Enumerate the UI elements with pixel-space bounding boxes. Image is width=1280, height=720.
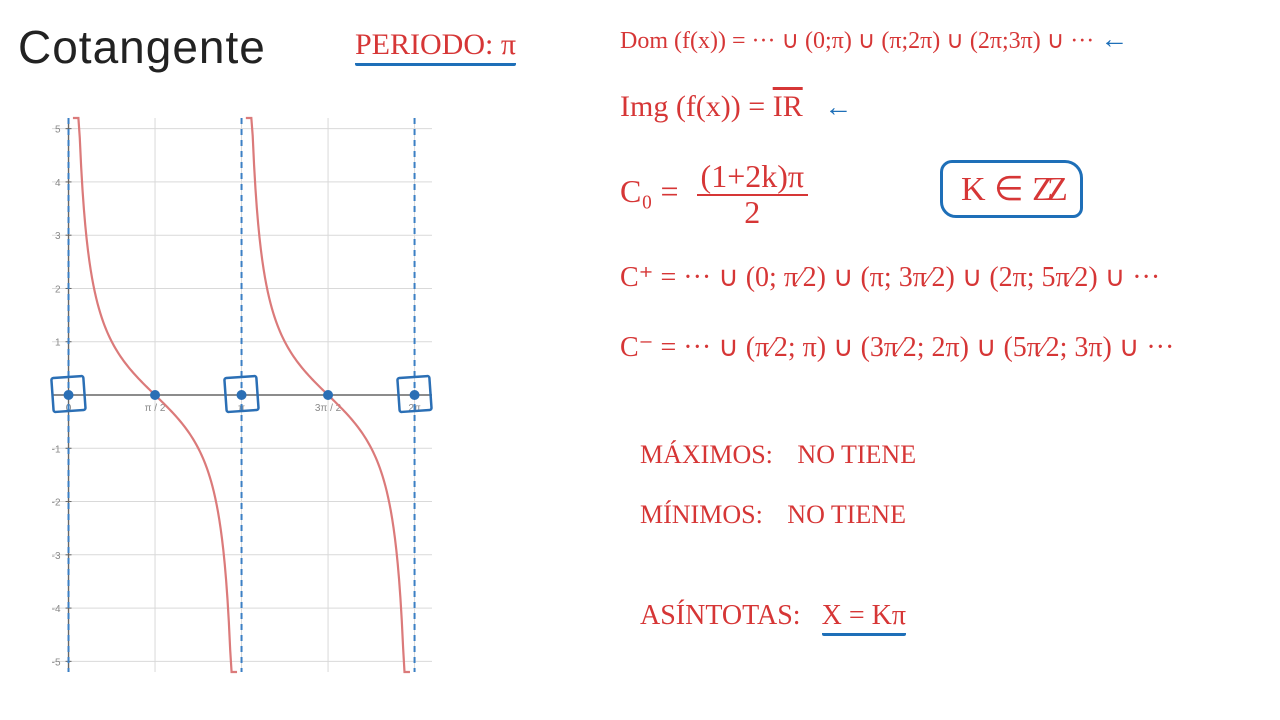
c0-fraction: (1+2k)π 2 <box>697 160 809 229</box>
asym-value: X = Kπ <box>822 600 906 636</box>
svg-text:-2: -2 <box>52 498 61 509</box>
max-value: NO TIENE <box>797 440 916 469</box>
periodo-label: PERIODO: π <box>355 28 516 62</box>
svg-text:-1: -1 <box>52 444 61 455</box>
c0-line: C₀ = (1+2k)π 2 <box>620 160 808 229</box>
cotangent-chart: -5-4-3-2-1123450π / 2π3π / 22π <box>10 110 440 680</box>
max-label: MÁXIMOS: <box>640 440 773 469</box>
svg-text:π / 2: π / 2 <box>145 403 166 414</box>
image-line: Img (f(x)) = IR ← <box>620 90 852 124</box>
svg-text:-4: -4 <box>52 604 61 615</box>
k-in-label: K ∈ <box>961 171 1032 208</box>
svg-text:3: 3 <box>55 231 61 242</box>
svg-text:2: 2 <box>55 284 61 295</box>
svg-text:5: 5 <box>55 125 61 136</box>
c0-lhs: C₀ = <box>620 173 679 209</box>
svg-text:4: 4 <box>55 178 61 189</box>
c0-den: 2 <box>697 196 809 230</box>
domain-line: Dom (f(x)) = ··· ∪ (0;π) ∪ (π;2π) ∪ (2π;… <box>620 24 1128 56</box>
svg-text:-3: -3 <box>52 551 61 562</box>
real-set: IR <box>773 90 803 123</box>
arrow-icon: ← <box>824 92 852 123</box>
c-plus-line: C⁺ = ··· ∪ (0; π⁄2) ∪ (π; 3π⁄2) ∪ (2π; 5… <box>620 260 1160 294</box>
asym-label: ASÍNTOTAS: <box>640 600 801 631</box>
c-minus-line: C⁻ = ··· ∪ (π⁄2; π) ∪ (3π⁄2; 2π) ∪ (5π⁄2… <box>620 330 1174 364</box>
min-label: MÍNIMOS: <box>640 500 763 529</box>
arrow-icon: ← <box>1100 24 1128 55</box>
c0-num: (1+2k)π <box>697 160 809 196</box>
integer-set: ZZ <box>1032 171 1062 208</box>
domain-text: Dom (f(x)) = ··· ∪ (0;π) ∪ (π;2π) ∪ (2π;… <box>620 28 1094 54</box>
svg-text:-5: -5 <box>52 657 61 668</box>
min-line: MÍNIMOS: NO TIENE <box>640 500 906 530</box>
k-in-z-box: K ∈ ZZ <box>940 160 1083 218</box>
svg-text:1: 1 <box>55 338 61 349</box>
min-value: NO TIENE <box>787 500 906 529</box>
periodo-text: PERIODO: π <box>355 28 516 66</box>
page-title: Cotangente <box>18 20 266 74</box>
image-label: Img (f(x)) = <box>620 90 773 123</box>
asym-line: ASÍNTOTAS: X = Kπ <box>640 600 906 632</box>
max-line: MÁXIMOS: NO TIENE <box>640 440 916 470</box>
chart-svg: -5-4-3-2-1123450π / 2π3π / 22π <box>10 110 440 680</box>
